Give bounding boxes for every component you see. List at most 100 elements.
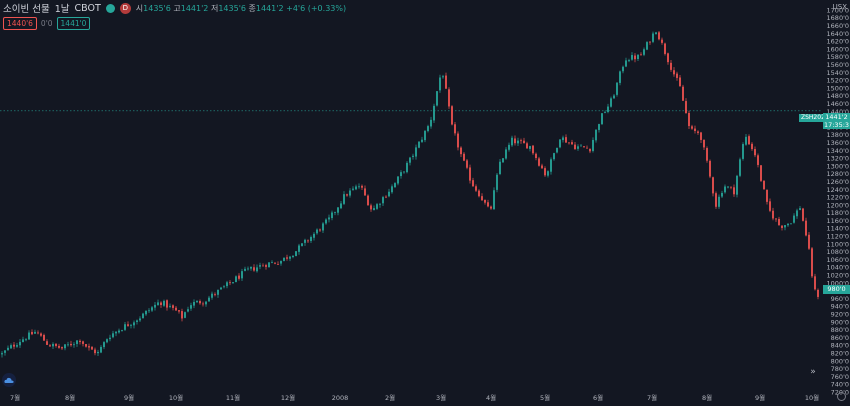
candle-body: [709, 160, 711, 177]
candle-body: [70, 343, 72, 346]
open-value: 1435'6: [143, 3, 171, 13]
candle-body: [313, 233, 315, 238]
y-tick-label: 1520'0: [827, 77, 849, 85]
candle-body: [538, 158, 540, 166]
candle-body: [697, 131, 699, 133]
candle-body: [796, 210, 798, 217]
candle-body: [535, 153, 537, 159]
candle-body: [418, 141, 420, 148]
candle-body: [157, 302, 159, 306]
candle-body: [745, 136, 747, 145]
interval-label[interactable]: 1날: [54, 4, 70, 15]
candle-body: [781, 225, 783, 228]
candle-body: [451, 106, 453, 125]
scroll-to-end-icon[interactable]: »: [810, 367, 816, 377]
candle-body: [133, 322, 135, 326]
low-value: 1435'6: [218, 3, 246, 13]
candle-body: [565, 137, 567, 143]
candle-body: [691, 126, 693, 129]
x-tick-label: 9월: [124, 393, 134, 402]
candle-body: [391, 186, 393, 193]
y-tick-label: 1260'0: [827, 178, 849, 186]
sell-button[interactable]: 1440'6: [3, 17, 37, 30]
high-label: 고: [173, 3, 181, 13]
data-badge[interactable]: D: [119, 2, 131, 14]
cloud-icon[interactable]: [2, 373, 16, 387]
candle-body: [13, 344, 15, 347]
candle-body: [301, 243, 303, 246]
candle-body: [421, 139, 423, 142]
candle-body: [772, 210, 774, 219]
candle-body: [241, 271, 243, 279]
candle-body: [112, 333, 114, 338]
candle-body: [508, 144, 510, 150]
candle-body: [607, 106, 609, 112]
candle-body: [130, 324, 132, 326]
candle-body: [334, 211, 336, 213]
y-tick-label: 820'0: [831, 350, 849, 358]
x-tick-label: 2008: [332, 394, 349, 402]
candle-body: [787, 223, 789, 226]
y-tick-label: 1200'0: [827, 201, 849, 209]
trade-buttons: 1440'6 0'0 1441'0: [3, 17, 91, 30]
buy-button[interactable]: 1441'0: [56, 17, 91, 30]
candle-body: [76, 340, 78, 344]
change-value: +4'6 (+0.33%): [286, 3, 347, 13]
candle-body: [757, 155, 759, 165]
candle-body: [289, 256, 291, 259]
y-tick-label: 1340'0: [827, 147, 849, 155]
candle-body: [58, 345, 60, 348]
candle-body: [793, 215, 795, 223]
candle-body: [622, 66, 624, 72]
candle-body: [472, 180, 474, 187]
candle-body: [598, 124, 600, 130]
candle-body: [94, 349, 96, 354]
candle-body: [268, 262, 270, 268]
candle-body: [4, 350, 6, 353]
candle-body: [439, 77, 441, 91]
symbol-name[interactable]: 소이빈 선물: [3, 4, 50, 15]
candle-body: [574, 144, 576, 150]
candle-body: [658, 32, 660, 40]
y-tick-label: 1080'0: [827, 248, 849, 256]
y-tick-label: 1440'0: [827, 108, 849, 116]
y-tick-label: 780'0: [831, 365, 849, 373]
candle-body: [115, 331, 117, 334]
y-tick-label: 1320'0: [827, 155, 849, 163]
candle-body: [679, 77, 681, 87]
candle-body: [373, 208, 375, 211]
candle-body: [562, 137, 564, 141]
candle-body: [85, 344, 87, 347]
candle-body: [625, 60, 627, 67]
candle-body: [91, 346, 93, 350]
candle-body: [343, 194, 345, 204]
candle-body: [724, 186, 726, 193]
y-tick-label: 1620'0: [827, 38, 849, 46]
candle-body: [10, 345, 12, 349]
candle-body: [97, 351, 99, 354]
candle-body: [517, 140, 519, 144]
y-tick-label: 1240'0: [827, 186, 849, 194]
candle-body: [577, 146, 579, 149]
candle-body: [790, 223, 792, 225]
low-label: 저: [210, 3, 219, 13]
candle-body: [283, 257, 285, 261]
countdown-value: 17:35:3: [823, 121, 850, 129]
candle-body: [217, 289, 219, 295]
candle-body: [628, 60, 630, 62]
settings-gear-icon[interactable]: [837, 392, 846, 401]
candle-body: [490, 206, 492, 209]
y-tick-label: 1680'0: [827, 14, 849, 22]
candle-body: [280, 260, 282, 264]
y-tick-label: 1120'0: [827, 233, 849, 241]
candle-body: [637, 54, 639, 60]
y-tick-label: 1540'0: [827, 69, 849, 77]
candle-body: [523, 140, 525, 144]
candle-body: [514, 138, 516, 144]
candle-body: [229, 282, 231, 284]
y-tick-label: 1140'0: [827, 225, 849, 233]
candle-body: [733, 187, 735, 195]
candle-body: [211, 293, 213, 298]
candle-body: [139, 318, 141, 321]
